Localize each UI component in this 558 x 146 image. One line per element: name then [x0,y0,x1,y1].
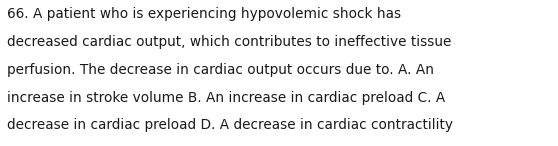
Text: 66. A patient who is experiencing hypovolemic shock has: 66. A patient who is experiencing hypovo… [7,7,401,21]
Text: increase in stroke volume B. An increase in cardiac preload C. A: increase in stroke volume B. An increase… [7,91,445,105]
Text: decreased cardiac output, which contributes to ineffective tissue: decreased cardiac output, which contribu… [7,35,451,49]
Text: perfusion. The decrease in cardiac output occurs due to. A. An: perfusion. The decrease in cardiac outpu… [7,63,434,77]
Text: decrease in cardiac preload D. A decrease in cardiac contractility: decrease in cardiac preload D. A decreas… [7,118,453,132]
